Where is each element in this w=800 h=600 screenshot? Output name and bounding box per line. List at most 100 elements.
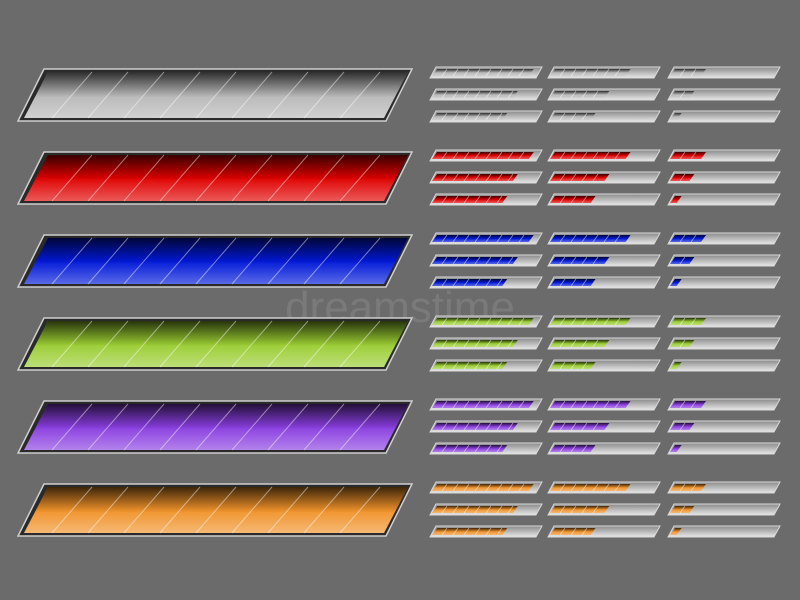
small-segment-divider	[559, 151, 566, 160]
small-segment-divider	[518, 68, 525, 77]
small-progress-bar	[667, 398, 781, 411]
small-segment-divider	[581, 483, 588, 492]
small-segment-divider	[496, 278, 503, 287]
small-progress-bar	[667, 66, 781, 79]
segment-divider	[339, 403, 381, 451]
segment-divider	[267, 486, 309, 534]
small-segment-divider	[474, 256, 481, 265]
small-segment-divider	[463, 68, 470, 77]
small-segment-divider	[690, 400, 697, 409]
small-bar-fill-shade	[670, 318, 706, 325]
segment-divider	[123, 403, 165, 451]
small-segment-divider	[581, 444, 588, 453]
small-segment-divider	[496, 173, 503, 182]
small-progress-bar	[547, 442, 661, 455]
segment-divider	[231, 320, 273, 368]
small-bar-fill-shade	[550, 152, 631, 159]
segment-divider	[51, 320, 93, 368]
small-segment-divider	[559, 339, 566, 348]
segment-divider	[267, 71, 309, 119]
small-bar-fill-shade	[432, 257, 518, 264]
small-bar-fill-shade	[550, 235, 631, 242]
small-segment-divider	[570, 527, 577, 536]
segment-divider	[159, 71, 201, 119]
small-segment-divider	[452, 68, 459, 77]
small-segment-divider	[570, 400, 577, 409]
small-bar-fill-shade	[432, 174, 518, 181]
small-segment-divider	[485, 151, 492, 160]
small-progress-bar	[429, 398, 543, 411]
small-segment-divider	[452, 234, 459, 243]
small-bar-track	[667, 420, 781, 433]
small-segment-divider	[441, 151, 448, 160]
large-progress-bar	[16, 68, 414, 122]
small-segment-divider	[603, 68, 610, 77]
small-segment-divider	[570, 173, 577, 182]
small-segment-divider	[496, 317, 503, 326]
small-bar-track	[667, 276, 781, 289]
small-bar-fill-shade	[550, 174, 610, 181]
small-bar-fill-shade	[670, 69, 706, 76]
small-segment-divider	[496, 422, 503, 431]
small-bar-fill-shade	[550, 423, 610, 430]
small-segment-divider	[559, 256, 566, 265]
small-bar-track	[667, 503, 781, 516]
segment-divider	[51, 154, 93, 202]
small-segment-divider	[559, 444, 566, 453]
segment-divider	[231, 486, 273, 534]
small-bar-fill-shade	[670, 196, 682, 203]
small-segment-divider	[570, 505, 577, 514]
small-segment-divider	[592, 422, 599, 431]
small-segment-divider	[463, 483, 470, 492]
small-segment-divider	[474, 444, 481, 453]
small-segment-divider	[592, 339, 599, 348]
segment-divider	[195, 237, 237, 285]
small-bar-fill-shade	[670, 445, 682, 452]
small-segment-divider	[518, 400, 525, 409]
segment-divider	[87, 154, 129, 202]
small-segment-divider	[441, 505, 448, 514]
small-bar-fill-shade	[432, 362, 508, 369]
small-segment-divider	[441, 68, 448, 77]
segment-divider	[303, 403, 345, 451]
segment-divider	[51, 237, 93, 285]
small-segment-divider	[603, 151, 610, 160]
small-progress-bar	[429, 503, 543, 516]
small-segment-divider	[474, 527, 481, 536]
small-segment-divider	[570, 444, 577, 453]
small-bar-fill-shade	[432, 91, 518, 98]
small-bar-track	[667, 337, 781, 350]
small-bar-fill-shade	[550, 257, 610, 264]
small-segment-divider	[496, 361, 503, 370]
small-segment-divider	[679, 256, 686, 265]
small-segment-divider	[441, 483, 448, 492]
small-progress-bar	[667, 149, 781, 162]
small-segment-divider	[559, 317, 566, 326]
small-segment-divider	[441, 112, 448, 121]
small-segment-divider	[496, 151, 503, 160]
small-bar-fill-shade	[670, 528, 682, 535]
small-segment-divider	[441, 444, 448, 453]
small-progress-bar	[429, 442, 543, 455]
small-segment-divider	[679, 234, 686, 243]
small-segment-divider	[614, 151, 621, 160]
small-segment-divider	[485, 234, 492, 243]
small-bar-fill-shade	[550, 362, 596, 369]
small-progress-bar	[547, 276, 661, 289]
small-segment-divider	[559, 195, 566, 204]
small-progress-bar	[429, 171, 543, 184]
small-progress-bar	[547, 88, 661, 101]
small-progress-bar	[667, 481, 781, 494]
small-segment-divider	[474, 317, 481, 326]
small-segment-divider	[452, 195, 459, 204]
small-segment-divider	[452, 361, 459, 370]
small-segment-divider	[603, 483, 610, 492]
small-segment-divider	[690, 234, 697, 243]
small-segment-divider	[570, 90, 577, 99]
segment-divider	[339, 237, 381, 285]
small-segment-divider	[485, 505, 492, 514]
small-progress-bar	[429, 337, 543, 350]
small-progress-bar	[667, 315, 781, 328]
small-segment-divider	[452, 278, 459, 287]
segment-divider	[231, 237, 273, 285]
